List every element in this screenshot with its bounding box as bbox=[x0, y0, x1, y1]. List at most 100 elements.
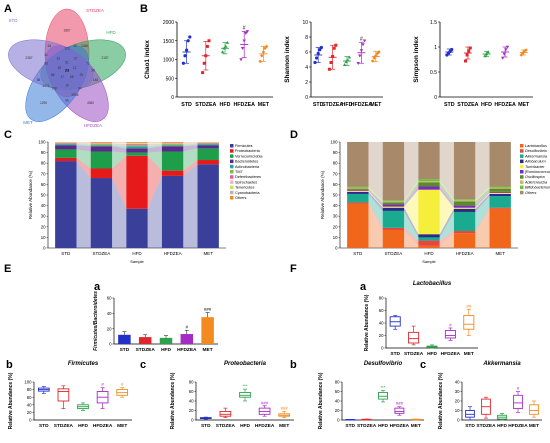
box bbox=[445, 331, 455, 339]
x-axis-title: Sample bbox=[130, 259, 144, 264]
legend-label: Deferribacteres bbox=[235, 175, 261, 179]
stack-connector bbox=[148, 142, 162, 143]
x-tick-label: HFDZEA bbox=[456, 251, 474, 256]
stack-segment bbox=[383, 211, 404, 228]
venn-count: 108 bbox=[51, 86, 57, 90]
y-tick-label: 100 bbox=[38, 140, 46, 145]
venn-core-count: 23 bbox=[65, 69, 69, 73]
box bbox=[466, 411, 475, 418]
venn-count: 2387 bbox=[25, 56, 32, 60]
y-tick-label: 0 bbox=[43, 246, 46, 251]
stack-segment bbox=[454, 231, 475, 233]
y-tick-label: 20 bbox=[189, 408, 194, 413]
stack-segment bbox=[347, 194, 368, 202]
y-tick-label: 20 bbox=[335, 408, 340, 413]
data-point bbox=[450, 48, 453, 51]
venn-count: 72 bbox=[86, 62, 90, 66]
stack-segment bbox=[490, 208, 511, 209]
y-axis-title: Firmicutes/Bacteroidetes bbox=[93, 291, 99, 351]
bar bbox=[139, 337, 151, 344]
stack-segment bbox=[418, 237, 439, 240]
data-point bbox=[206, 45, 209, 48]
y-tick-label: 80 bbox=[41, 161, 46, 166]
stack-segment bbox=[383, 230, 404, 248]
stack-segment bbox=[490, 196, 511, 208]
data-point bbox=[203, 62, 206, 65]
stack-segment bbox=[162, 145, 183, 146]
stack-segment bbox=[383, 228, 404, 230]
stack-segment bbox=[418, 182, 439, 186]
y-tick-label: 20 bbox=[455, 399, 460, 404]
data-point bbox=[185, 49, 188, 52]
stack-segment bbox=[91, 152, 112, 169]
panel-label-F-c: c bbox=[420, 359, 426, 371]
legend-swatch bbox=[520, 186, 524, 190]
y-tick-label: 100 bbox=[24, 380, 32, 385]
y-tick-label: 2 bbox=[305, 80, 308, 86]
stack-segment bbox=[126, 142, 147, 143]
stack-segment bbox=[418, 246, 439, 248]
panel-title: Akkermansia bbox=[482, 361, 521, 367]
stack-segment bbox=[126, 146, 147, 148]
legend-label: Others bbox=[235, 196, 246, 200]
stack-segment bbox=[91, 178, 112, 248]
stack-segment bbox=[198, 160, 219, 164]
y-tick-label: 20 bbox=[27, 410, 32, 415]
bar bbox=[160, 338, 172, 344]
y-tick-label: 10 bbox=[455, 408, 460, 413]
legend-label: Desulfovibrio bbox=[525, 149, 547, 153]
stack-segment bbox=[383, 202, 404, 204]
data-point bbox=[346, 58, 349, 61]
box bbox=[464, 316, 474, 330]
x-tick-label: MET bbox=[117, 423, 127, 429]
venn-count: 12 bbox=[73, 66, 77, 70]
venn-set-label: STD bbox=[9, 18, 19, 23]
stack-segment bbox=[347, 142, 368, 187]
stack-segment bbox=[162, 146, 183, 151]
y-tick-label: 60 bbox=[333, 182, 338, 187]
stack-segment bbox=[162, 144, 183, 145]
venn-count: 1290 bbox=[40, 101, 47, 105]
data-point bbox=[183, 54, 186, 57]
legend-label: Cyanobacteria bbox=[235, 191, 260, 195]
y-tick-label: 0 bbox=[337, 418, 340, 423]
x-tick-label: HFD bbox=[161, 347, 171, 353]
y-axis-title: Shannon index bbox=[284, 36, 291, 83]
y-tick-label: 0 bbox=[191, 418, 194, 423]
stack-segment bbox=[454, 208, 475, 209]
venn-set-label: STDZEA bbox=[86, 8, 104, 13]
y-tick-label: 80 bbox=[27, 387, 32, 392]
x-tick-label: HFDZEA bbox=[441, 351, 461, 357]
venn-count: 38 bbox=[91, 69, 95, 73]
data-point bbox=[501, 57, 504, 60]
x-tick-label: HFDZEA bbox=[390, 423, 410, 429]
stack-segment bbox=[454, 201, 475, 205]
x-tick-label: HFDZEA bbox=[351, 102, 373, 108]
x-tick-label: MET bbox=[495, 251, 505, 256]
data-point bbox=[182, 62, 185, 65]
bar bbox=[118, 335, 130, 344]
y-tick-label: 80 bbox=[189, 380, 194, 385]
legend-label: Akkermansia bbox=[524, 154, 547, 158]
stack-segment bbox=[490, 193, 511, 194]
y-tick-label: 80 bbox=[379, 296, 384, 301]
legend-swatch bbox=[230, 165, 234, 169]
legend-swatch bbox=[230, 149, 234, 153]
stack-segment bbox=[418, 190, 439, 235]
significance-mark: # bbox=[243, 25, 246, 31]
stack-segment bbox=[418, 142, 439, 179]
stack-segment bbox=[55, 145, 76, 149]
box bbox=[530, 405, 539, 415]
y-tick-label: 60 bbox=[189, 389, 194, 394]
data-point bbox=[343, 63, 346, 66]
stack-segment bbox=[198, 143, 219, 144]
legend-swatch bbox=[230, 160, 234, 164]
venn-set-label: MET bbox=[23, 120, 33, 125]
y-axis-title: Chao1 index bbox=[144, 40, 151, 79]
panel-label-D: D bbox=[290, 129, 298, 141]
x-tick-label: STD bbox=[390, 351, 400, 357]
stack-segment bbox=[490, 209, 511, 248]
significance-mark: # bbox=[121, 382, 124, 387]
y-tick-label: 40 bbox=[41, 203, 46, 208]
